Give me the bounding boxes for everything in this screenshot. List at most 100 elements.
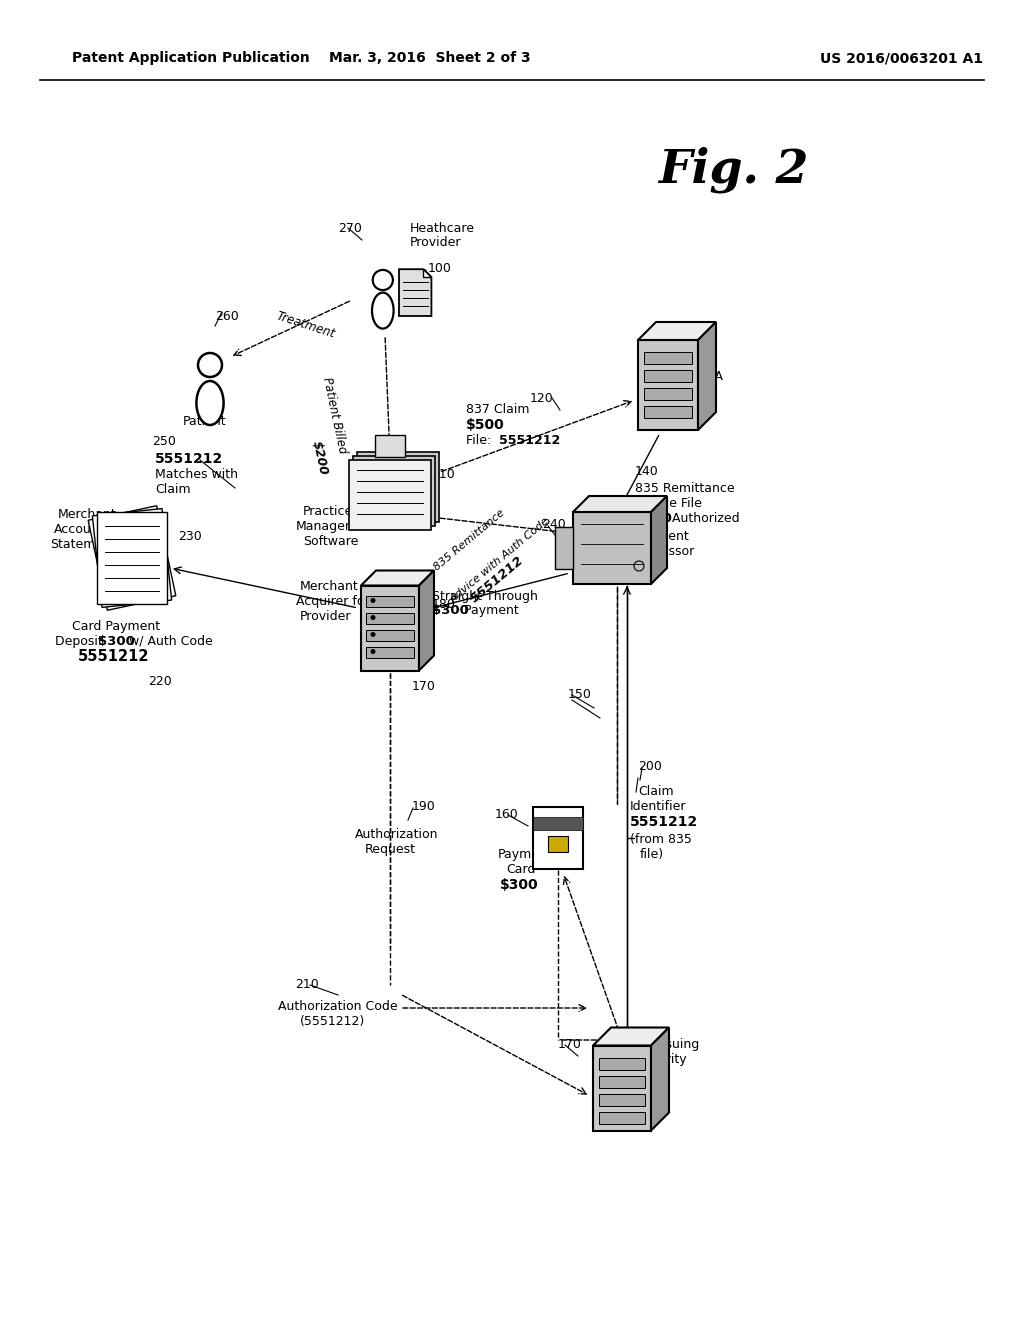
Text: Merchant: Merchant: [300, 579, 358, 593]
Text: Merchant: Merchant: [58, 508, 117, 521]
Text: Straight Through: Straight Through: [432, 590, 538, 603]
Polygon shape: [698, 322, 716, 430]
Text: Card Payment: Card Payment: [72, 620, 160, 634]
Text: Identifier: Identifier: [630, 800, 686, 813]
Text: Heathcare: Heathcare: [410, 222, 475, 235]
FancyBboxPatch shape: [638, 341, 698, 430]
Polygon shape: [92, 508, 172, 607]
Text: 160: 160: [495, 808, 519, 821]
Polygon shape: [651, 1027, 669, 1130]
FancyBboxPatch shape: [349, 459, 431, 531]
Ellipse shape: [372, 293, 393, 329]
Text: Authority: Authority: [630, 1053, 688, 1067]
Text: 230: 230: [178, 531, 202, 543]
FancyBboxPatch shape: [599, 1093, 645, 1106]
Text: Authorized: Authorized: [668, 512, 739, 525]
Circle shape: [373, 269, 393, 290]
Polygon shape: [638, 322, 716, 341]
Text: $300: $300: [635, 512, 672, 525]
Text: w/ Auth Code: w/ Auth Code: [125, 635, 213, 648]
Circle shape: [371, 632, 376, 638]
Polygon shape: [573, 496, 667, 512]
Text: Treatment: Treatment: [275, 309, 337, 341]
Polygon shape: [88, 506, 176, 610]
FancyBboxPatch shape: [555, 527, 573, 569]
Text: 150: 150: [568, 688, 592, 701]
FancyBboxPatch shape: [593, 1045, 651, 1130]
Text: 200: 200: [638, 760, 662, 774]
Text: Provider: Provider: [410, 236, 462, 249]
Text: Card: Card: [506, 863, 536, 876]
Text: 130: 130: [695, 355, 719, 368]
Text: Advice with Auth Code: Advice with Auth Code: [449, 516, 551, 605]
Text: Management: Management: [296, 520, 379, 533]
Text: 180: 180: [432, 598, 456, 611]
Circle shape: [198, 352, 222, 378]
Text: 240: 240: [542, 517, 565, 531]
Text: 835 Remittance: 835 Remittance: [432, 507, 507, 573]
Text: Matches with: Matches with: [155, 469, 238, 480]
Text: Acquirer for: Acquirer for: [296, 595, 370, 609]
Polygon shape: [97, 512, 167, 605]
Text: $300: $300: [98, 635, 135, 648]
Text: Patient Billed: Patient Billed: [319, 376, 349, 454]
Polygon shape: [419, 570, 434, 671]
Text: Advice File: Advice File: [635, 498, 701, 510]
Text: 100: 100: [428, 261, 452, 275]
Text: 5551212: 5551212: [499, 434, 560, 447]
Text: 170: 170: [558, 1038, 582, 1051]
FancyBboxPatch shape: [599, 1057, 645, 1069]
Polygon shape: [399, 269, 431, 315]
Text: 260: 260: [215, 310, 239, 323]
Text: (5551212): (5551212): [300, 1015, 366, 1028]
FancyBboxPatch shape: [548, 836, 568, 851]
Text: Statement: Statement: [50, 539, 116, 550]
Polygon shape: [593, 1027, 669, 1045]
Text: Deposit: Deposit: [55, 635, 106, 648]
FancyBboxPatch shape: [366, 595, 414, 606]
Text: Account: Account: [54, 523, 104, 536]
Text: TPA: TPA: [700, 370, 723, 383]
Text: Practice: Practice: [303, 506, 353, 517]
Text: 110: 110: [432, 469, 456, 480]
Text: Claim: Claim: [638, 785, 674, 799]
Text: 5551212: 5551212: [630, 814, 698, 829]
FancyBboxPatch shape: [375, 436, 406, 457]
Ellipse shape: [197, 381, 223, 425]
Circle shape: [371, 598, 376, 603]
Text: $200: $200: [310, 440, 330, 477]
Text: $300: $300: [432, 605, 469, 616]
Polygon shape: [651, 496, 667, 583]
Text: Card Issuing: Card Issuing: [622, 1038, 699, 1051]
Text: 5551212: 5551212: [155, 451, 223, 466]
Text: 210: 210: [295, 978, 318, 991]
FancyBboxPatch shape: [644, 407, 692, 418]
Text: 837 Claim: 837 Claim: [466, 403, 529, 416]
FancyBboxPatch shape: [644, 352, 692, 364]
FancyBboxPatch shape: [644, 388, 692, 400]
Text: file): file): [640, 847, 665, 861]
Text: 5551212: 5551212: [78, 649, 150, 664]
Text: 190: 190: [412, 800, 436, 813]
FancyBboxPatch shape: [534, 817, 583, 830]
FancyBboxPatch shape: [366, 647, 414, 657]
Text: Payment: Payment: [635, 531, 690, 543]
Text: Patent Application Publication: Patent Application Publication: [72, 51, 309, 65]
FancyBboxPatch shape: [534, 807, 583, 869]
Circle shape: [371, 615, 376, 620]
Text: Provider: Provider: [300, 610, 351, 623]
FancyBboxPatch shape: [357, 451, 439, 521]
Text: Authorization Code: Authorization Code: [278, 1001, 397, 1012]
FancyBboxPatch shape: [366, 630, 414, 640]
FancyBboxPatch shape: [573, 512, 651, 583]
Text: US 2016/0063201 A1: US 2016/0063201 A1: [820, 51, 983, 65]
Text: 170: 170: [412, 680, 436, 693]
Text: Mar. 3, 2016  Sheet 2 of 3: Mar. 3, 2016 Sheet 2 of 3: [329, 51, 530, 65]
Text: Patient: Patient: [183, 414, 226, 428]
FancyBboxPatch shape: [353, 455, 435, 525]
FancyBboxPatch shape: [599, 1076, 645, 1088]
Text: 250: 250: [152, 436, 176, 447]
Text: Processor: Processor: [635, 545, 695, 558]
FancyBboxPatch shape: [366, 612, 414, 623]
Text: 270: 270: [338, 222, 361, 235]
